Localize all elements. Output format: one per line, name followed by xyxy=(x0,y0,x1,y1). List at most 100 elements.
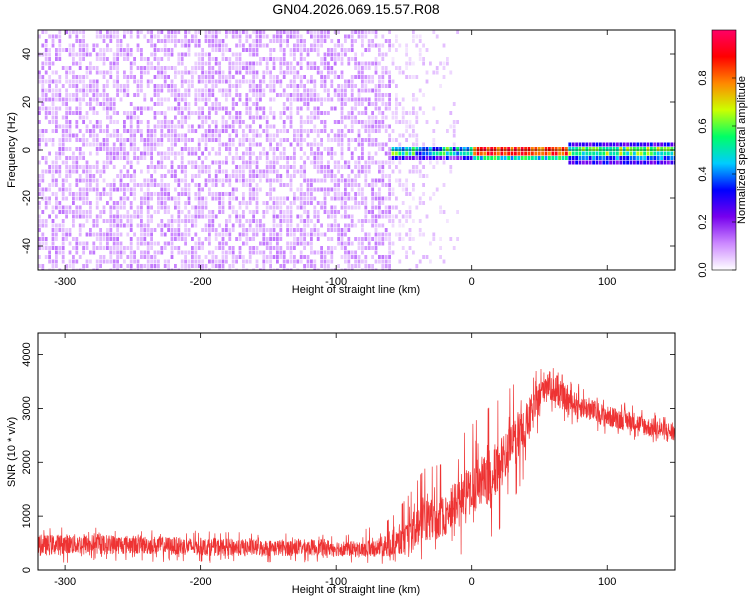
spectrogram-cell xyxy=(286,228,289,232)
spectrogram-cell xyxy=(167,228,170,232)
spectrogram-cell xyxy=(245,183,249,187)
spectrogram-cell xyxy=(146,39,150,43)
spectrogram-cell xyxy=(95,120,99,124)
spectrogram-cell xyxy=(201,187,204,192)
spectrogram-cell xyxy=(184,52,187,57)
spectrogram-cell xyxy=(38,223,41,228)
spectrogram-cell xyxy=(140,57,143,61)
spectrogram-cell xyxy=(61,151,65,156)
spectrogram-cell xyxy=(167,97,170,102)
spectrogram-cell xyxy=(371,268,374,270)
spectrogram-cell xyxy=(197,52,201,57)
spectrogram-cell xyxy=(262,174,266,178)
spectrogram-cell xyxy=(102,259,106,264)
spectrogram-cell xyxy=(262,111,266,115)
spectrogram-cell xyxy=(68,241,72,246)
spectrogram-cell xyxy=(167,259,170,264)
spectrogram-cell xyxy=(204,102,208,106)
spectrogram-cell xyxy=(75,178,79,183)
spectrogram-cell xyxy=(112,52,116,57)
spectrogram-cell xyxy=(265,237,269,241)
spectrogram-cell xyxy=(89,142,92,147)
spectrogram-cell xyxy=(320,160,323,165)
spectrogram-cell xyxy=(616,160,619,165)
spectrogram-cell xyxy=(106,30,109,34)
spectrogram-cell xyxy=(214,259,218,264)
spectrogram-cell xyxy=(180,75,184,79)
spectrogram-cell xyxy=(123,34,126,39)
spectrogram-cell xyxy=(150,97,153,102)
spectrogram-cell xyxy=(58,52,62,57)
spectrogram-cell xyxy=(82,241,85,246)
spectrogram-cell xyxy=(378,232,381,237)
spectrogram-cell xyxy=(112,214,116,219)
spectrogram-cell xyxy=(459,156,463,160)
spectrogram-cell xyxy=(119,219,123,223)
spectrogram-cell xyxy=(228,147,232,151)
spectrogram-cell xyxy=(208,232,211,237)
spectrogram-cell xyxy=(289,52,293,57)
spectrogram-cell xyxy=(371,264,374,268)
spectrogram-cell xyxy=(289,219,293,223)
spectrogram-cell xyxy=(323,39,327,43)
spectrogram-cell xyxy=(299,228,303,232)
spectrogram-cell xyxy=(384,232,388,237)
spectrogram-cell xyxy=(361,156,364,160)
spectrogram-cell xyxy=(262,75,266,79)
spectrogram-cell xyxy=(310,259,313,264)
spectrogram-cell xyxy=(388,147,391,151)
spectrogram-cell xyxy=(442,61,446,66)
spectrogram-cell xyxy=(395,115,398,120)
spectrogram-cell xyxy=(204,97,208,102)
spectrogram-cell xyxy=(289,255,293,259)
spectrogram-cell xyxy=(395,48,398,52)
spectrogram-cell xyxy=(123,223,126,228)
spectrogram-cell xyxy=(160,223,164,228)
spectrogram-cell xyxy=(191,111,194,115)
spectrogram-cell xyxy=(163,187,167,192)
spectrogram-cell xyxy=(65,187,68,192)
spectrogram-cell xyxy=(51,169,55,174)
spectrogram-cell xyxy=(174,156,177,160)
spectrogram-cell xyxy=(112,61,116,66)
spectrogram-cell xyxy=(170,79,174,84)
spectrogram-cell xyxy=(633,160,636,165)
spectrogram-cell xyxy=(663,156,667,160)
spectrogram-cell xyxy=(262,250,266,255)
spectrogram-cell xyxy=(157,111,160,115)
spectrogram-cell xyxy=(201,120,204,124)
spectrogram-cell xyxy=(194,196,198,201)
spectrogram-cell xyxy=(235,187,238,192)
spectrogram-cell xyxy=(78,52,82,57)
spectrogram-cell xyxy=(344,268,347,270)
spectrogram-cell xyxy=(313,66,317,70)
spectrogram-cell xyxy=(44,255,48,259)
spectrogram-cell xyxy=(167,106,170,111)
spectrogram-cell xyxy=(384,237,388,241)
spectrogram-cell xyxy=(296,111,300,115)
spectrogram-cell xyxy=(48,88,51,93)
spectrogram-cell xyxy=(388,75,391,79)
spectrogram-cell xyxy=(412,187,415,192)
spectrogram-cell xyxy=(293,66,296,70)
spectrogram-cell xyxy=(259,106,262,111)
spectrogram-cell xyxy=(228,66,232,70)
spectrogram-cell xyxy=(265,246,269,250)
spectrogram-cell xyxy=(646,160,650,165)
spectrogram-cell xyxy=(595,142,599,147)
spectrogram-cell xyxy=(374,192,378,196)
spectrogram-cell xyxy=(439,84,442,88)
spectrogram-cell xyxy=(140,48,143,52)
spectrogram-cell xyxy=(347,228,351,232)
spectrogram-cell xyxy=(374,57,378,61)
spectrogram-cell xyxy=(408,124,412,129)
spectrogram-cell xyxy=(177,205,181,210)
spectrogram-cell xyxy=(350,268,354,270)
spectrogram-cell xyxy=(99,142,102,147)
spectrogram-cell xyxy=(157,183,160,187)
spectrogram-cell xyxy=(255,192,259,196)
spectrogram-cell xyxy=(378,259,381,264)
spectrogram-cell xyxy=(408,205,412,210)
spectrogram-cell xyxy=(378,187,381,192)
spectrogram-cell xyxy=(269,48,272,52)
